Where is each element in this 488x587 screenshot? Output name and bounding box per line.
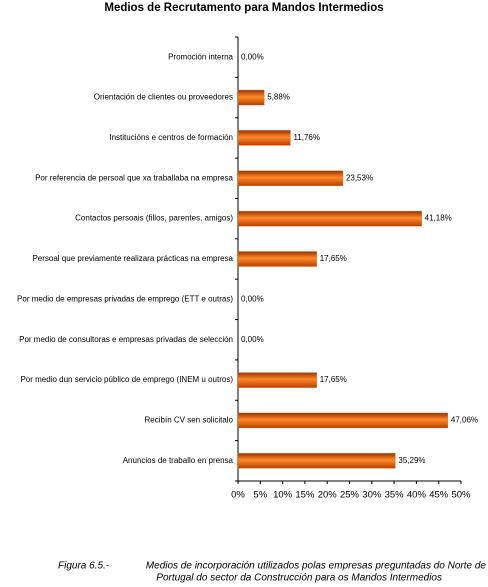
caption-line: Medios de incorporación utilizados polas… — [146, 561, 487, 572]
x-tick-label: 10% — [273, 490, 293, 501]
bar — [237, 170, 344, 186]
value-label: 41,18% — [425, 214, 452, 223]
x-tick-label: 50% — [451, 490, 471, 501]
x-tick-label: 35% — [385, 490, 405, 501]
bar — [237, 130, 291, 146]
x-tick-label: 30% — [362, 490, 382, 501]
y-tick-label: Por medio dun servicio público de empreg… — [20, 375, 233, 384]
value-label: 23,53% — [346, 173, 373, 182]
bar — [237, 453, 396, 469]
value-label: 17,65% — [320, 254, 347, 263]
caption-label: Figura 6.5.- — [58, 561, 110, 572]
x-tick-label: 5% — [253, 490, 267, 501]
x-tick-label: 25% — [340, 490, 360, 501]
y-tick-label: Anuncios de traballo en prensa — [123, 456, 234, 465]
x-tick-label: 15% — [295, 490, 315, 501]
bar — [237, 412, 449, 429]
value-label: 0,00% — [241, 294, 264, 303]
x-tick-label: 45% — [429, 490, 449, 501]
value-label: 0,00% — [241, 52, 264, 61]
value-label: 11,76% — [293, 133, 320, 142]
y-tick-label: Por medio de empresas privadas de empreg… — [17, 294, 233, 303]
y-tick-label: Orientación de clientes ou proveedores — [94, 93, 233, 102]
bar — [237, 210, 422, 227]
value-label: 0,00% — [241, 335, 264, 344]
y-tick-label: Por medio de consultoras e empresas priv… — [19, 335, 233, 344]
x-tick-label: 40% — [407, 490, 427, 501]
bar — [237, 89, 265, 106]
y-tick-label: Persoal que previamente realizara prácti… — [32, 254, 233, 263]
value-label: 47,06% — [451, 416, 478, 425]
y-tick-label: Promoción interna — [168, 52, 233, 61]
x-tick-label: 20% — [318, 490, 338, 501]
chart-title: Medios de Recrutamento para Mandos Inter… — [104, 2, 383, 14]
bar — [237, 251, 317, 267]
x-tick-label: 0% — [231, 490, 245, 501]
bar — [237, 372, 317, 388]
value-label: 35,29% — [398, 456, 425, 465]
y-tick-label: Institucións e centros de formación — [109, 133, 233, 142]
y-tick-label: Recibín CV sen solicitalo — [145, 416, 234, 425]
y-tick-label: Por referencia de persoal que xa traball… — [35, 173, 233, 182]
value-label: 17,65% — [320, 375, 347, 384]
caption-line: Portugal do sector da Construcción para … — [156, 573, 442, 584]
value-label: 5,88% — [267, 93, 290, 102]
y-tick-label: Contactos persoais (fillos, parentes, am… — [75, 214, 233, 223]
